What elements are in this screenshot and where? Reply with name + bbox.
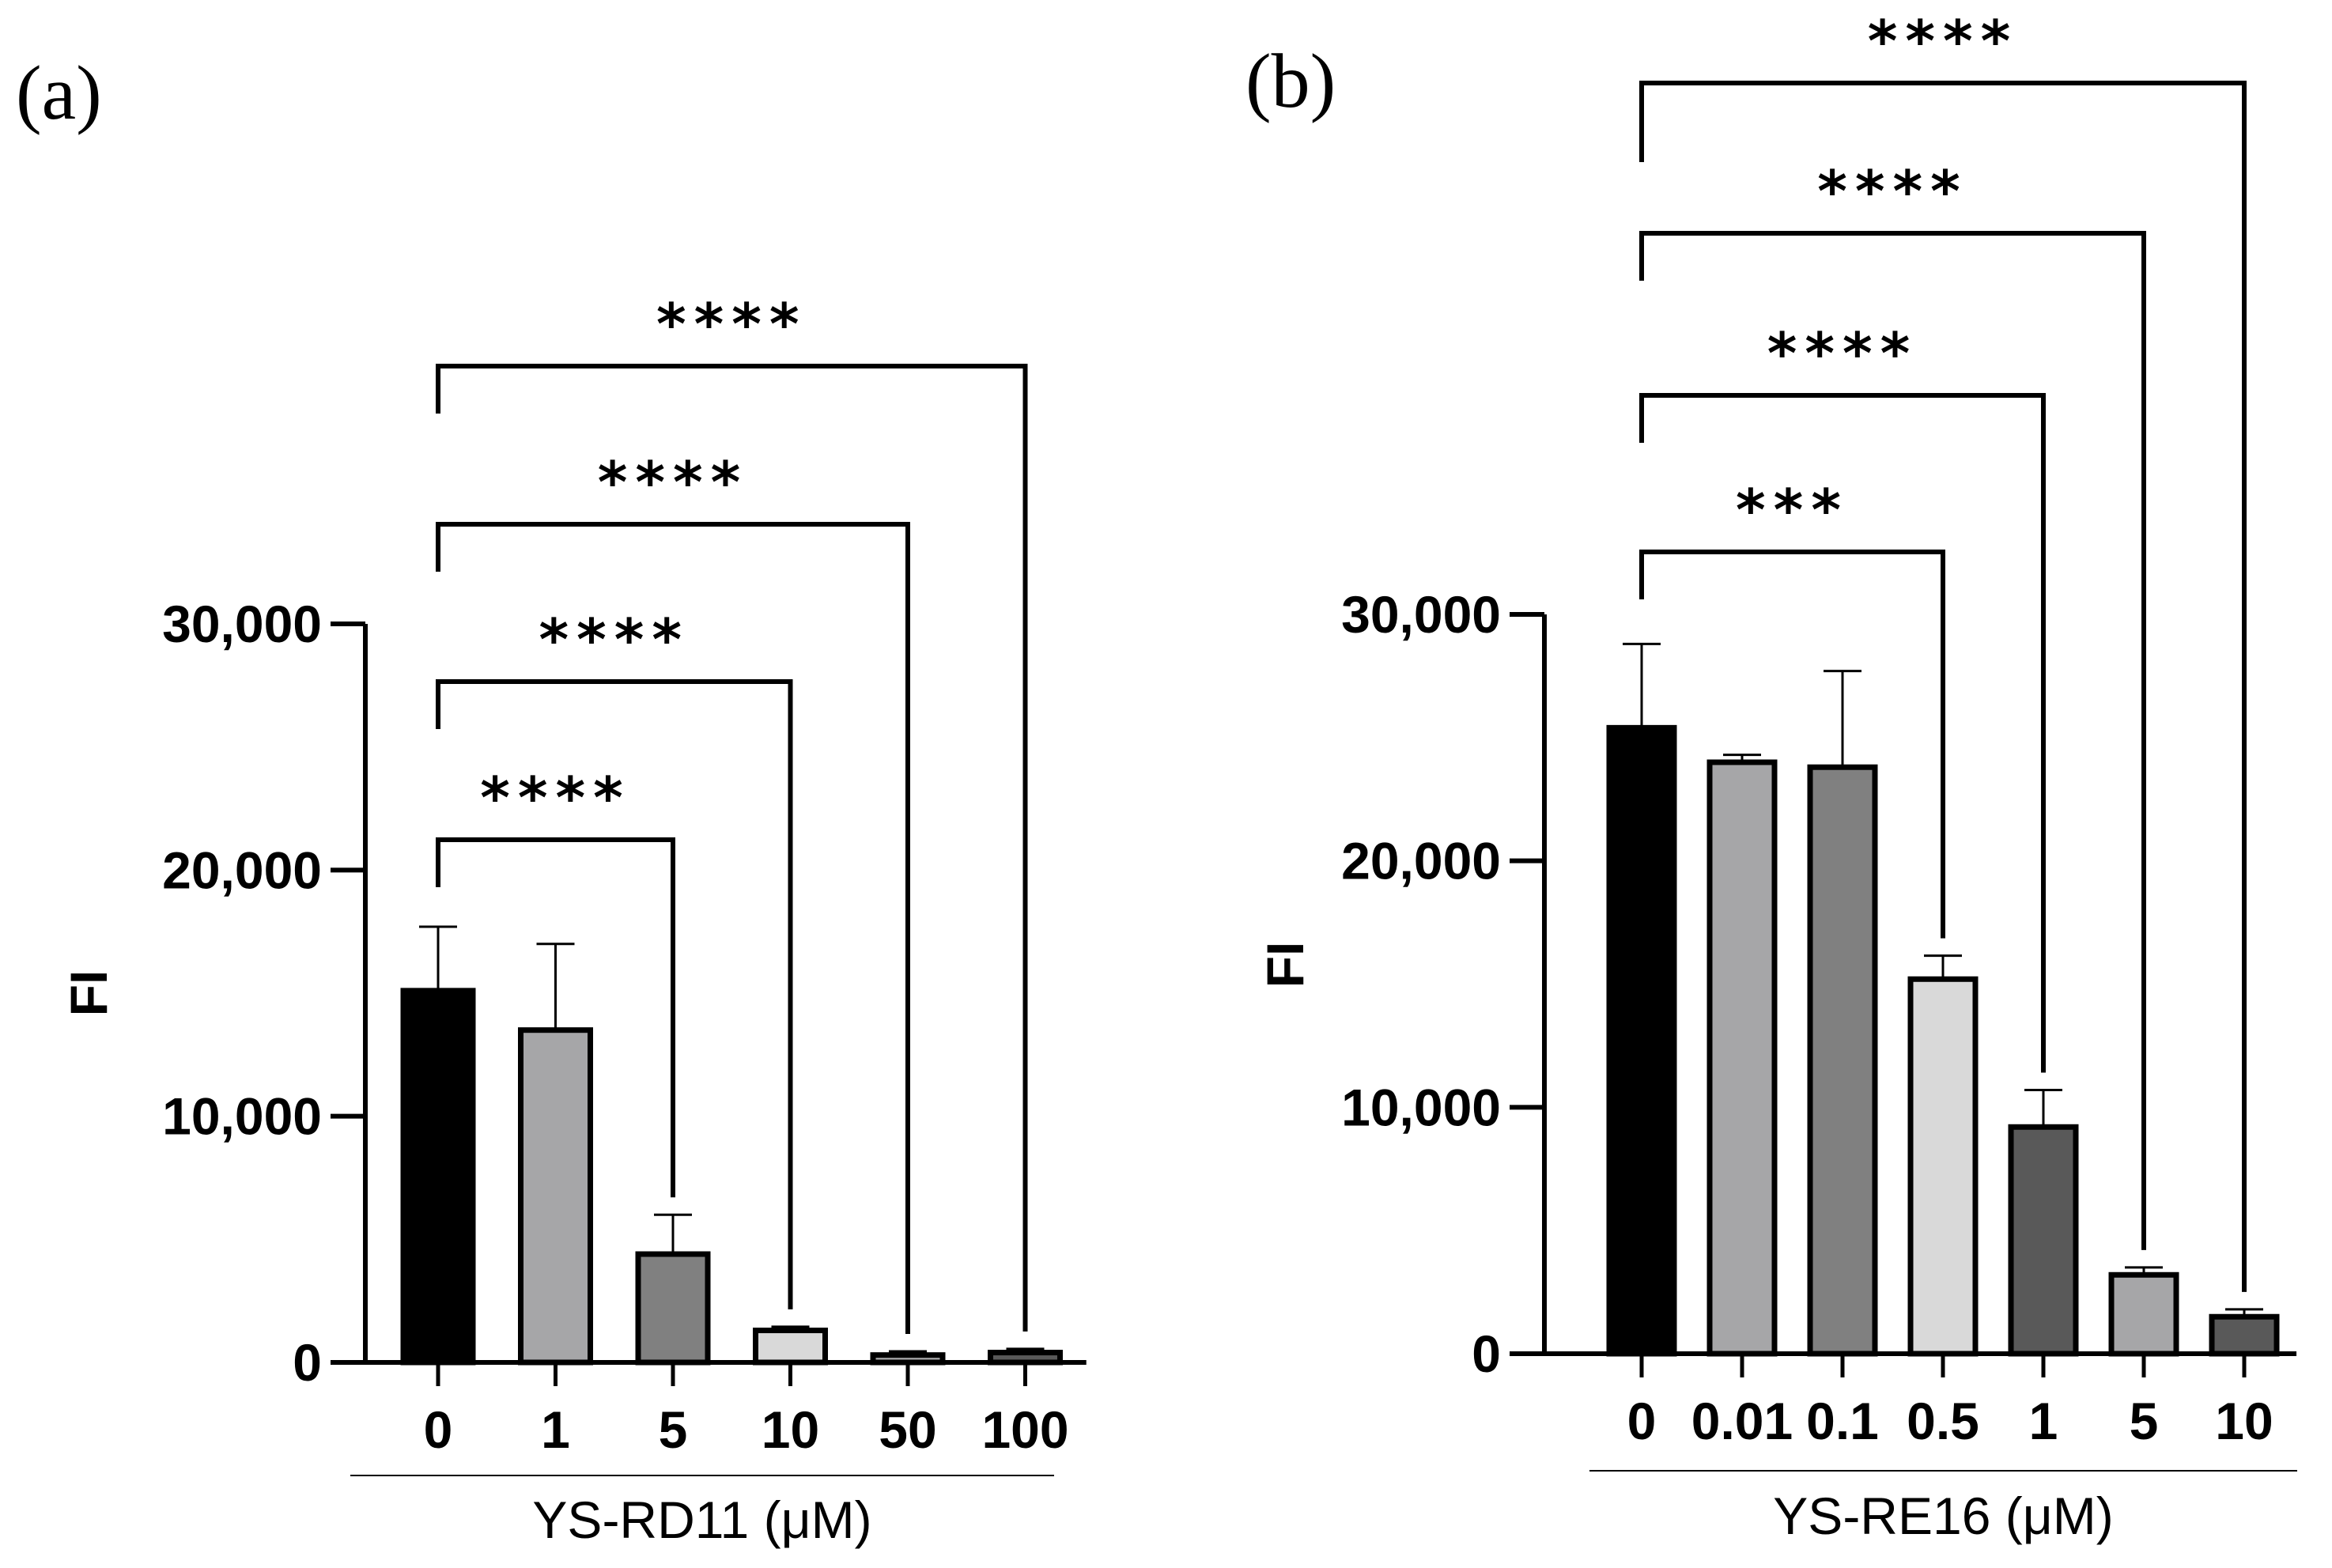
bar-10 — [2209, 1313, 2280, 1357]
bar-0 — [400, 988, 476, 1366]
significance-stars: **** — [1868, 8, 2019, 74]
bar-0 — [1606, 724, 1677, 1357]
x-tick-label: 5 — [2130, 1392, 2159, 1450]
x-tick-label: 0.5 — [1907, 1392, 1979, 1450]
significance-stars: **** — [1817, 158, 1968, 225]
y-tick-label: 30,000 — [162, 595, 322, 653]
bar-1 — [518, 1027, 593, 1366]
x-tick-label: 0.01 — [1691, 1392, 1793, 1450]
x-tick-label: 0 — [1627, 1392, 1657, 1450]
significance-bracket — [1639, 231, 2146, 1250]
significance-stars: **** — [539, 606, 690, 673]
significance-bracket — [436, 522, 910, 1334]
x-axis-label: YS-RD11 (μM) — [532, 1491, 871, 1549]
bar-100 — [988, 1350, 1063, 1366]
significance-bracket — [1639, 81, 2247, 1292]
y-tick-label: 30,000 — [1341, 585, 1501, 644]
panel-b-chart: (b) 0 10,000 20,000 30,000 FI 0 0.01 0.1 0.5 1 5 10 Y… — [1245, 8, 2297, 1545]
x-tick-label: 0 — [424, 1400, 453, 1459]
y-tick-label: 20,000 — [162, 841, 322, 899]
bar-5 — [2108, 1271, 2179, 1357]
y-axis-label: FI — [1256, 942, 1314, 988]
significance-bracket — [436, 364, 1028, 1332]
x-tick-label: 1 — [541, 1400, 570, 1459]
x-tick-label: 50 — [879, 1400, 936, 1459]
significance-bracket — [436, 679, 793, 1309]
bar-0.1 — [1807, 764, 1878, 1357]
significance-bracket — [436, 837, 675, 1198]
x-axis-label: YS-RE16 (μM) — [1773, 1487, 2113, 1545]
significance-stars: **** — [656, 291, 807, 357]
significance-stars: **** — [598, 449, 749, 516]
significance-bracket — [1639, 550, 1945, 939]
x-tick-label: 0.1 — [1806, 1392, 1879, 1450]
panel-label: (b) — [1245, 39, 1336, 124]
bar-10 — [753, 1328, 828, 1366]
y-tick-label: 0 — [1472, 1324, 1501, 1383]
x-tick-label: 1 — [2029, 1392, 2058, 1450]
y-tick-label: 10,000 — [1341, 1078, 1501, 1136]
panel-label: (a) — [16, 51, 102, 136]
significance-bracket — [1639, 393, 2046, 1073]
x-tick-label: 100 — [981, 1400, 1068, 1459]
x-tick-label: 10 — [762, 1400, 819, 1459]
bar-5 — [635, 1251, 711, 1366]
significance-stars: **** — [480, 765, 631, 831]
significance-stars: **** — [1767, 320, 1918, 387]
panel-a-chart: (a) 0 10,000 20,000 30,000 FI 0 1 5 10 50 100 YS-RD1… — [16, 51, 1087, 1549]
bar-1 — [2008, 1124, 2079, 1357]
bar-0.5 — [1907, 976, 1979, 1357]
bar-0.01 — [1706, 759, 1778, 1357]
y-axis-label: FI — [59, 970, 118, 1017]
significance-stars: *** — [1736, 477, 1849, 543]
y-tick-label: 10,000 — [162, 1087, 322, 1146]
x-tick-label: 5 — [659, 1400, 688, 1459]
y-tick-label: 0 — [293, 1333, 322, 1392]
y-tick-label: 20,000 — [1341, 832, 1501, 890]
bar-50 — [870, 1352, 946, 1366]
x-tick-label: 10 — [2215, 1392, 2273, 1450]
